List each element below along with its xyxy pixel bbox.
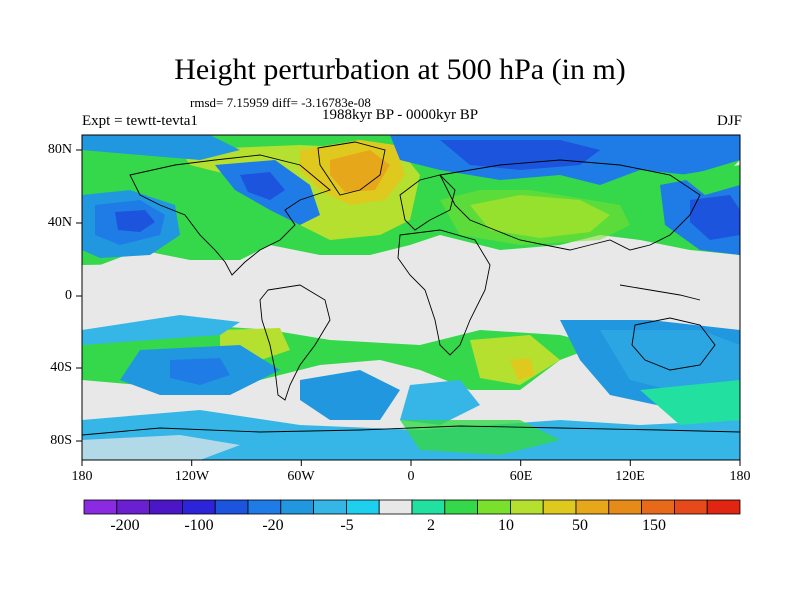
plot-title: Height perturbation at 500 hPa (in m) xyxy=(174,53,626,86)
stats-label: rmsd= 7.15959 diff= -3.16783e-08 xyxy=(190,95,371,110)
y-tick-0: 0 xyxy=(65,288,72,303)
y-tick-80s: 80S xyxy=(50,433,72,448)
colorbar-swatch xyxy=(674,499,708,515)
colorbar-swatch xyxy=(214,499,249,515)
colorbar-swatch xyxy=(378,499,413,515)
x-tick-120w: 120W xyxy=(174,469,210,484)
colorbar xyxy=(83,499,741,515)
colorbar-swatch xyxy=(641,499,675,515)
colorbar-swatch xyxy=(608,499,642,515)
field-south-blue xyxy=(82,315,240,345)
colorbar-label: -100 xyxy=(184,517,214,534)
colorbar-label: -5 xyxy=(340,517,354,534)
colorbar-label: -20 xyxy=(262,517,284,534)
x-tick-180w: 180 xyxy=(71,469,93,484)
colorbar-swatch xyxy=(509,499,544,515)
colorbar-label: 2 xyxy=(427,517,435,534)
colorbar-swatch xyxy=(477,499,511,515)
colorbar-label: 10 xyxy=(498,517,514,534)
colorbar-swatch xyxy=(149,499,183,515)
x-tick-180e: 180 xyxy=(729,469,751,484)
colorbar-label: 50 xyxy=(572,517,588,534)
colorbar-swatch xyxy=(575,499,610,515)
coastlines xyxy=(82,141,740,436)
x-tick-60w: 60W xyxy=(287,469,315,484)
x-tick-120e: 120E xyxy=(615,469,645,484)
period-label: 1988kyr BP - 0000kyr BP xyxy=(321,107,479,123)
colorbar-swatch xyxy=(83,499,118,515)
y-tick-40s: 40S xyxy=(50,360,72,375)
season-label: DJF xyxy=(716,113,742,129)
colorbar-swatch xyxy=(706,499,741,515)
colorbar-swatch xyxy=(313,499,347,515)
colorbar-swatch xyxy=(444,499,478,515)
y-tick-80n: 80N xyxy=(47,142,72,157)
colorbar-swatch xyxy=(181,499,216,515)
colorbar-swatch xyxy=(247,499,282,515)
x-tick-60e: 60E xyxy=(509,469,533,484)
colorbar-label: 150 xyxy=(642,517,666,534)
x-tick-0: 0 xyxy=(407,469,415,484)
colorbar-swatch xyxy=(116,499,151,515)
colorbar-swatch xyxy=(345,499,380,515)
colorbar-label: -200 xyxy=(110,517,140,534)
colorbar-swatch xyxy=(411,499,446,515)
y-tick-40n: 40N xyxy=(47,215,72,230)
experiment-label: Expt = tewtt-tevta1 xyxy=(82,113,198,129)
axis-ticks xyxy=(76,149,741,466)
colorbar-swatch xyxy=(280,499,314,515)
colorbar-swatch xyxy=(542,499,577,515)
